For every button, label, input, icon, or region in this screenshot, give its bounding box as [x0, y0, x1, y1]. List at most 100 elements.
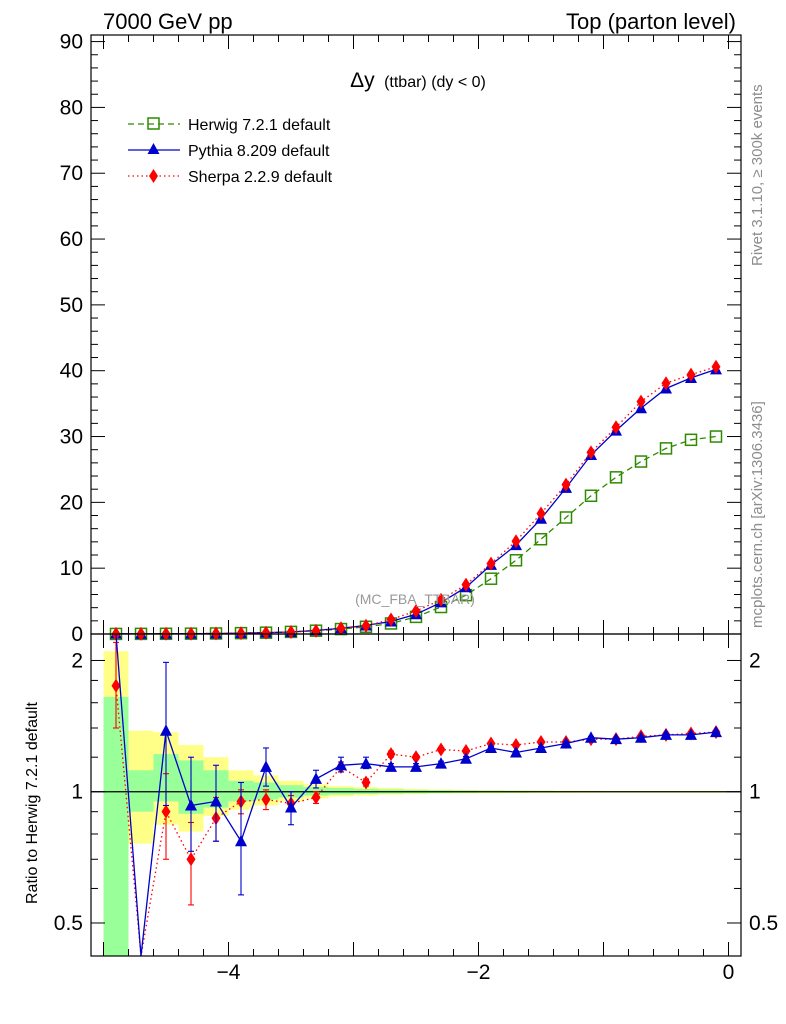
- ratio-point-sherpa: [436, 742, 446, 757]
- ratio-point-pythia: [710, 725, 722, 738]
- ratio-point-sherpa: [311, 790, 321, 805]
- main-point-sherpa: [461, 577, 471, 592]
- main-axes: 0 10 20 30 40 50 60 70 80 90: [60, 31, 741, 646]
- ratio-y-tick-label-right: 0.5: [749, 912, 778, 935]
- ratio-point-pythia: [510, 746, 522, 758]
- legend-label-herwig: Herwig 7.2.1 default: [188, 117, 331, 134]
- legend-marker-herwig: [147, 117, 160, 130]
- ratio-band-inner: [103, 696, 129, 956]
- main-point-herwig: [534, 532, 548, 546]
- ratio-y-tick-label: 0.5: [54, 912, 83, 935]
- ratio-point-pythia: [685, 728, 697, 740]
- ratio-point-sherpa: [386, 747, 396, 762]
- legend-marker-pythia: [147, 143, 160, 154]
- header-beam-label: 7000 GeV pp: [103, 9, 233, 34]
- main-y-tick-label: 0: [71, 623, 83, 646]
- ratio-point-pythia: [485, 741, 497, 753]
- main-point-sherpa: [611, 420, 621, 435]
- ratio-point-pythia: [210, 794, 222, 807]
- main-point-sherpa: [236, 626, 246, 641]
- main-point-sherpa: [361, 618, 371, 633]
- ratio-point-sherpa: [161, 804, 171, 819]
- ratio-series-layer: [111, 633, 722, 957]
- main-point-sherpa: [336, 621, 346, 636]
- main-point-sherpa: [286, 625, 296, 640]
- main-point-sherpa: [411, 603, 421, 618]
- main-point-herwig: [509, 554, 523, 567]
- ratio-point-pythia: [260, 760, 272, 772]
- main-point-sherpa: [511, 534, 521, 549]
- ratio-y-tick-label-right: 2: [749, 649, 761, 672]
- ratio-point-pythia: [660, 728, 672, 740]
- ratio-point-pythia: [435, 757, 447, 769]
- main-point-herwig: [609, 471, 623, 484]
- legend-label-sherpa: Sherpa 2.2.9 default: [188, 169, 333, 186]
- ratio-point-pythia: [360, 757, 372, 769]
- ratio-x-tick-label: 0: [723, 961, 735, 984]
- main-y-tick-label: 20: [60, 491, 83, 514]
- ratio-line-sherpa: [115, 685, 717, 957]
- ratio-point-pythia: [310, 772, 322, 784]
- analysis-watermark: (MC_FBA_TTBAR): [355, 591, 475, 607]
- header-observable-label: Top (parton level): [566, 9, 736, 34]
- main-point-sherpa: [636, 394, 646, 409]
- ratio-y-tick-label: 2: [71, 649, 83, 672]
- main-y-tick-label: 70: [60, 162, 83, 185]
- main-point-herwig: [709, 430, 723, 443]
- main-point-sherpa: [661, 376, 671, 391]
- ratio-point-pythia: [460, 752, 472, 764]
- main-point-sherpa: [536, 506, 546, 521]
- main-y-tick-label: 50: [60, 294, 83, 317]
- main-point-sherpa: [686, 367, 696, 382]
- main-point-sherpa: [261, 625, 271, 640]
- ratio-error-bands: [103, 651, 729, 956]
- main-y-tick-label: 80: [60, 96, 83, 119]
- main-y-tick-label: 60: [60, 228, 83, 251]
- main-y-tick-label: 40: [60, 360, 83, 383]
- ratio-point-sherpa: [361, 775, 371, 790]
- legend-entry-sherpa: Sherpa 2.2.9 default: [128, 169, 333, 186]
- legend: Herwig 7.2.1 default Pythia 8.209 defaul…: [128, 117, 333, 186]
- ratio-axis-label: Ratio to Herwig 7.2.1 default: [24, 702, 41, 904]
- main-point-sherpa: [486, 556, 496, 571]
- ratio-point-pythia: [385, 760, 397, 772]
- ratio-point-sherpa: [511, 737, 521, 752]
- main-point-herwig: [559, 511, 573, 524]
- main-y-tick-label: 10: [60, 557, 83, 580]
- ratio-panel: 0.5 0.5 1 1 2 2 −4 −2 0: [54, 633, 778, 984]
- plot-title-main: Δy: [350, 69, 375, 92]
- legend-label-pythia: Pythia 8.209 default: [188, 143, 330, 160]
- ratio-x-tick-label: −4: [217, 961, 241, 984]
- ratio-point-pythia: [235, 834, 247, 847]
- ratio-point-pythia: [410, 760, 422, 772]
- main-point-herwig: [584, 489, 598, 503]
- plot-title: Δy (ttbar) (dy < 0): [350, 69, 486, 92]
- main-y-tick-label: 90: [60, 31, 83, 54]
- legend-entry-pythia: Pythia 8.209 default: [128, 143, 330, 160]
- main-point-sherpa: [386, 612, 396, 627]
- main-point-sherpa: [436, 592, 446, 607]
- ratio-band-inner: [128, 770, 154, 812]
- mcplots-credit-label: mcplots.cern.ch [arXiv:1306.3436]: [749, 401, 766, 628]
- ratio-point-pythia: [560, 737, 572, 749]
- ratio-y-tick-label: 1: [71, 781, 83, 804]
- legend-entry-herwig: Herwig 7.2.1 default: [128, 117, 331, 134]
- ratio-y-tick-label-right: 1: [749, 781, 761, 804]
- main-point-sherpa: [711, 359, 721, 374]
- ratio-frame: [90, 633, 742, 957]
- main-point-sherpa: [561, 477, 571, 492]
- legend-marker-sherpa: [149, 169, 158, 183]
- main-point-herwig: [659, 442, 673, 455]
- ratio-point-sherpa: [411, 750, 421, 765]
- ratio-point-pythia: [635, 731, 647, 743]
- ratio-point-pythia: [160, 724, 172, 736]
- main-point-herwig: [684, 433, 698, 447]
- ratio-point-sherpa: [111, 678, 121, 693]
- main-point-herwig: [484, 572, 498, 585]
- rivet-version-label: Rivet 3.1.10, ≥ 300k events: [749, 84, 766, 266]
- main-point-herwig: [634, 455, 648, 468]
- main-point-sherpa: [586, 445, 596, 460]
- ratio-point-pythia: [285, 801, 297, 813]
